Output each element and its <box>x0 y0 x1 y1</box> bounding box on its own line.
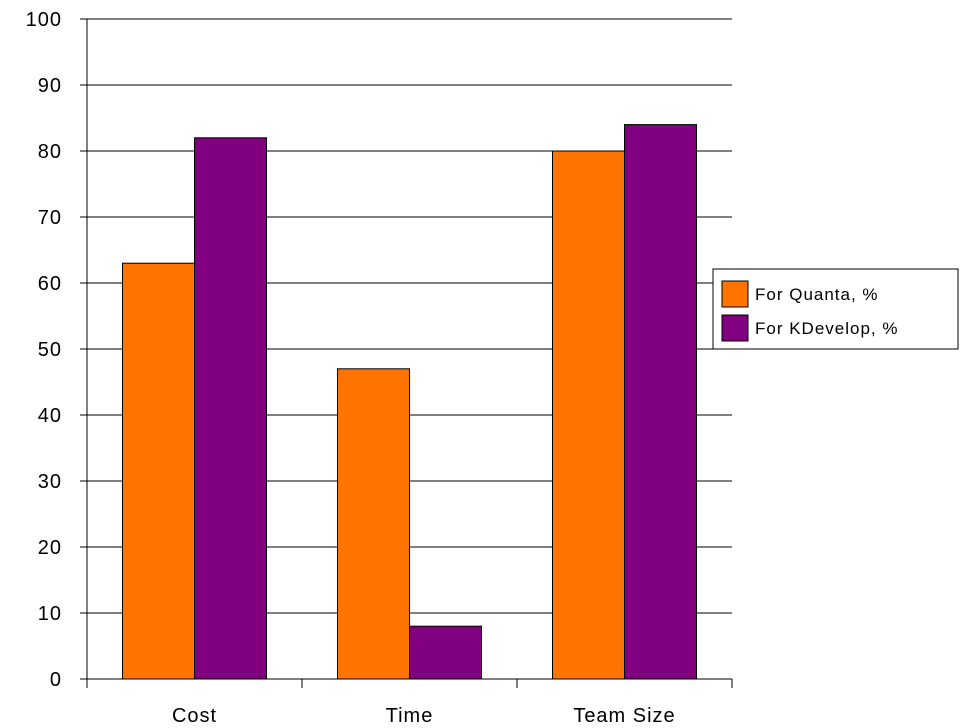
y-tick-label: 40 <box>38 405 62 427</box>
y-tick-label: 70 <box>38 207 62 229</box>
bars <box>122 124 697 680</box>
y-tick-label: 10 <box>38 603 62 625</box>
y-tick-label: 80 <box>38 141 62 163</box>
bar-quanta-cost <box>122 262 195 680</box>
bar-kdevelop-time <box>409 625 482 680</box>
y-tick-label: 20 <box>38 537 62 559</box>
legend-swatch <box>721 314 749 342</box>
bar-kdevelop-cost <box>194 137 267 680</box>
y-tick-label: 0 <box>50 669 62 691</box>
bar-quanta-team-size <box>552 150 625 680</box>
x-tick-label: Team Size <box>573 705 675 727</box>
legend-box <box>712 268 959 350</box>
legend-label: For KDevelop, % <box>755 319 899 338</box>
y-tick-label: 90 <box>38 75 62 97</box>
legend-swatch <box>721 280 749 308</box>
x-tick-labels: Cost Time Team Size <box>172 705 675 727</box>
legend: For Quanta, % For KDevelop, % <box>712 268 959 350</box>
bar-kdevelop-team-size <box>624 124 697 680</box>
y-tick-label: 100 <box>26 9 62 31</box>
y-tick-labels: 0 10 20 30 40 50 60 70 80 90 100 <box>26 9 62 691</box>
legend-label: For Quanta, % <box>755 285 879 304</box>
axes <box>80 18 733 688</box>
y-tick-label: 60 <box>38 273 62 295</box>
y-tick-label: 50 <box>38 339 62 361</box>
x-tick-label: Cost <box>172 705 217 727</box>
bar-quanta-time <box>337 368 410 680</box>
y-tick-label: 30 <box>38 471 62 493</box>
x-tick-label: Time <box>386 705 434 727</box>
